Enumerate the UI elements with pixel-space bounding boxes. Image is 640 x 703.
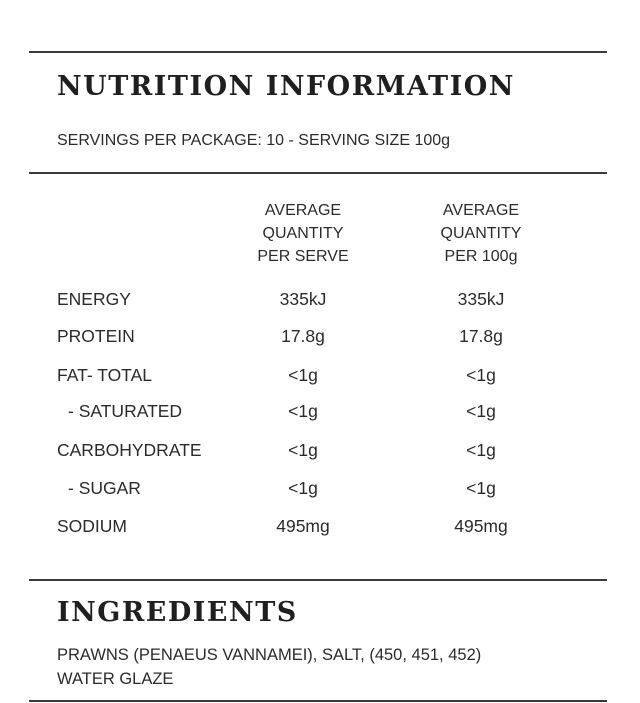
table-row-sugar: - SUGAR <1g <1g [0, 478, 640, 502]
value-per-100g: <1g [466, 365, 496, 385]
value-per-serve: <1g [288, 440, 318, 460]
ingredients-line: WATER GLAZE [57, 670, 174, 688]
table-row-fat-total: FAT- TOTAL <1g <1g [0, 365, 640, 389]
top-divider [29, 51, 607, 53]
column-header-line: PER SERVE [257, 248, 349, 265]
row-label: CARBOHYDRATE [57, 440, 202, 460]
row-label: FAT- TOTAL [57, 365, 152, 385]
nutrition-heading: NUTRITION INFORMATION [57, 71, 515, 102]
ingredients-line: PRAWNS (PENAEUS VANNAMEI), SALT, (450, 4… [57, 646, 482, 664]
ingredients-heading: INGREDIENTS [57, 597, 298, 628]
ingredients-list: PRAWNS (PENAEUS VANNAMEI), SALT, (450, 4… [57, 643, 617, 691]
table-divider [29, 172, 607, 174]
ingredients-divider [29, 579, 607, 581]
bottom-divider [29, 700, 607, 702]
value-per-serve: <1g [288, 401, 318, 421]
table-row-energy: ENERGY 335kJ 335kJ [0, 289, 640, 313]
table-row-sodium: SODIUM 495mg 495mg [0, 516, 640, 540]
value-per-100g: <1g [466, 440, 496, 460]
value-per-100g: 17.8g [459, 326, 503, 346]
value-per-serve: <1g [288, 478, 318, 498]
value-per-100g: <1g [466, 401, 496, 421]
value-per-serve: <1g [288, 365, 318, 385]
row-label: - SUGAR [68, 478, 141, 498]
value-per-100g: 495mg [454, 516, 508, 536]
table-row-protein: PROTEIN 17.8g 17.8g [0, 326, 640, 350]
table-row-carbohydrate: CARBOHYDRATE <1g <1g [0, 440, 640, 464]
table-row-saturated: - SATURATED <1g <1g [0, 401, 640, 425]
column-header-line: PER 100g [444, 248, 518, 265]
row-label: - SATURATED [68, 401, 183, 421]
servings-line: SERVINGS PER PACKAGE: 10 - SERVING SIZE … [57, 132, 451, 149]
row-label: ENERGY [57, 289, 131, 309]
column-header-line: QUANTITY [262, 225, 344, 242]
column-header-per-100g: AVERAGE QUANTITY PER 100g [401, 199, 561, 268]
value-per-100g: 335kJ [457, 289, 505, 309]
column-header-line: AVERAGE [442, 202, 520, 219]
value-per-serve: 495mg [276, 516, 330, 536]
value-per-100g: <1g [466, 478, 496, 498]
value-per-serve: 17.8g [281, 326, 325, 346]
value-per-serve: 335kJ [279, 289, 327, 309]
column-header-per-serve: AVERAGE QUANTITY PER SERVE [223, 199, 383, 268]
column-header-line: AVERAGE [264, 202, 342, 219]
column-header-line: QUANTITY [440, 225, 522, 242]
row-label: SODIUM [57, 516, 127, 536]
row-label: PROTEIN [57, 326, 135, 346]
